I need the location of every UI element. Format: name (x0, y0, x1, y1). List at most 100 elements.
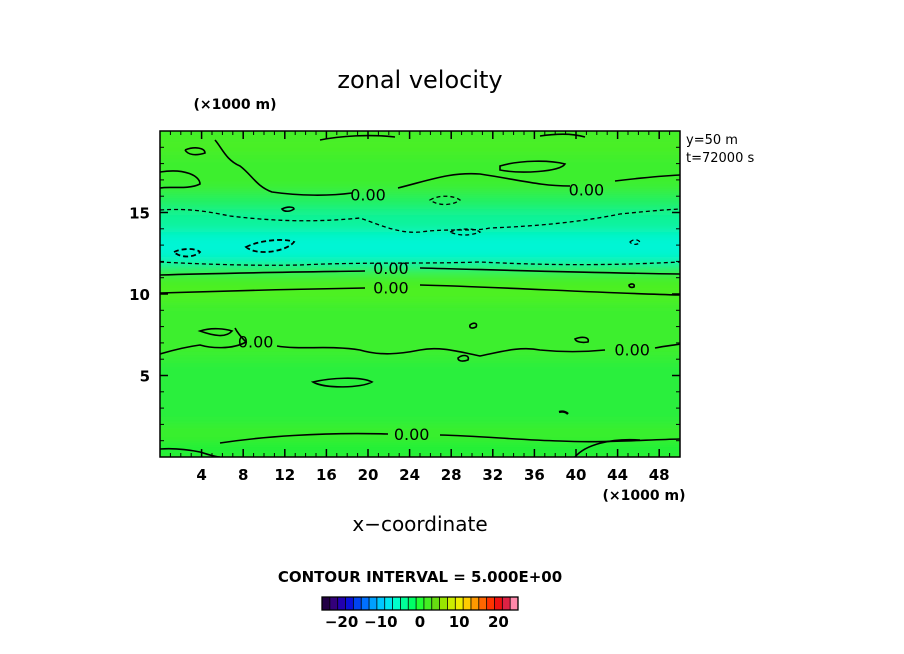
contour-line (469, 322, 478, 329)
contour-labels: 0.00 0.000.000.000.00 0.000.00 (238, 181, 650, 445)
colorbar-cell (337, 597, 346, 610)
contour-line (160, 284, 680, 296)
colorbar-cell (392, 597, 401, 610)
colorbar-tick-label: 10 (449, 613, 470, 631)
contour-line (614, 174, 680, 182)
velocity-band-1 (160, 424, 680, 443)
velocity-bands (160, 131, 680, 457)
contour-line-negative (448, 228, 482, 236)
y-tick-label: 10 (129, 286, 150, 304)
x-tick-label: 20 (358, 466, 379, 484)
contour-line (539, 133, 586, 138)
annotation-time: t=72000 s (686, 151, 754, 166)
colorbar-cell (400, 597, 409, 610)
x-tick-label: 4 (196, 466, 206, 484)
velocity-band-9 (160, 192, 680, 210)
x-tick-label: 48 (649, 466, 670, 484)
contour-label: 0.00 (394, 425, 430, 444)
x-axis-ticks: 4 8 12 16 20 24 28 32 36 40 44 48 (169, 131, 671, 484)
contour-line (160, 170, 201, 189)
colorbar-cell (510, 597, 519, 610)
contour-line (574, 336, 590, 344)
colorbar-tick-label: 0 (415, 613, 425, 631)
colorbar-cell (322, 597, 331, 610)
chart-title: zonal velocity (337, 66, 502, 94)
colorbar-tick-labels: −20 −10 0 10 20 (325, 613, 509, 631)
x-tick-label: 8 (238, 466, 248, 484)
colorbar-cell (439, 597, 448, 610)
contour-line (214, 139, 353, 196)
x-tick-label: 44 (607, 466, 628, 484)
x-tick-label: 40 (566, 466, 587, 484)
contour-label: 0.00 (373, 278, 409, 297)
colorbar-tick-label: −20 (325, 613, 358, 631)
x-tick-label: 24 (399, 466, 420, 484)
velocity-band-11 (160, 131, 680, 156)
contour-line (457, 354, 470, 362)
contour-line-negative (160, 261, 680, 266)
colorbar-cell (361, 597, 370, 610)
contour-line (558, 410, 569, 415)
colorbar-cell (463, 597, 472, 610)
plot-area: 0.00 0.000.000.000.00 0.000.00 (160, 131, 680, 457)
colorbar-cell (486, 597, 495, 610)
contour-label: 0.00 (614, 340, 650, 359)
contour-line (499, 160, 567, 173)
colorbar-cell (369, 597, 378, 610)
y-tick-label: 5 (140, 368, 150, 386)
contour-line-negative (160, 208, 680, 233)
velocity-band-6 (160, 261, 680, 272)
colorbar-cell (353, 597, 362, 610)
colorbar-cell (447, 597, 456, 610)
x-tick-label: 28 (441, 466, 462, 484)
x-tick-label: 36 (524, 466, 545, 484)
colorbar-cell (423, 597, 433, 610)
velocity-band-0 (160, 442, 680, 457)
contour-line-negative (172, 248, 202, 258)
velocity-band-5 (160, 271, 680, 285)
colorbar-cell (384, 597, 393, 610)
x-tick-label: 32 (482, 466, 503, 484)
contour-line (310, 377, 374, 388)
velocity-band-7 (160, 232, 680, 262)
contour-line (654, 343, 680, 349)
velocity-band-2 (160, 359, 680, 425)
contour-interval-label: CONTOUR INTERVAL = 5.000E+00 (278, 568, 562, 586)
contour-line-negative (244, 239, 296, 253)
colorbar-frame (321, 596, 519, 611)
contour-line-negative (428, 195, 462, 206)
y-tick-label: 15 (129, 205, 150, 223)
colorbar-cell (478, 597, 487, 610)
contour-label: 0.00 (238, 332, 274, 351)
contour-label: 0.00 (373, 259, 409, 278)
colorbar-cell (431, 597, 440, 610)
contour-line (160, 327, 248, 355)
annotation-depth: y=50 m (686, 133, 738, 148)
velocity-band-10 (160, 155, 680, 193)
colorbar-cell (502, 597, 511, 610)
x-tick-label: 16 (316, 466, 337, 484)
colorbar-cell (376, 597, 386, 610)
contour-line (439, 434, 680, 443)
colorbar (321, 596, 519, 611)
colorbar-cell (470, 597, 480, 610)
colorbar-cell (345, 597, 354, 610)
dashed-contour-lines (160, 195, 680, 266)
x-tick-label: 12 (274, 466, 295, 484)
contour-line (574, 438, 641, 457)
y-axis-unit: (×1000 m) (194, 97, 277, 113)
colorbar-cell (494, 597, 503, 610)
x-axis-label: x−coordinate (352, 512, 487, 536)
contour-line (197, 327, 234, 337)
colorbar-cell (416, 597, 425, 610)
contour-line (276, 345, 606, 357)
colorbar-cell (455, 597, 464, 610)
velocity-band-8 (160, 209, 680, 233)
contour-line (397, 172, 571, 189)
contour-label: 0.00 (350, 186, 386, 205)
contour-line (628, 283, 635, 289)
colorbar-tick-label: −10 (364, 613, 397, 631)
contour-label: 0.00 (569, 181, 605, 200)
contour-line (160, 267, 680, 276)
